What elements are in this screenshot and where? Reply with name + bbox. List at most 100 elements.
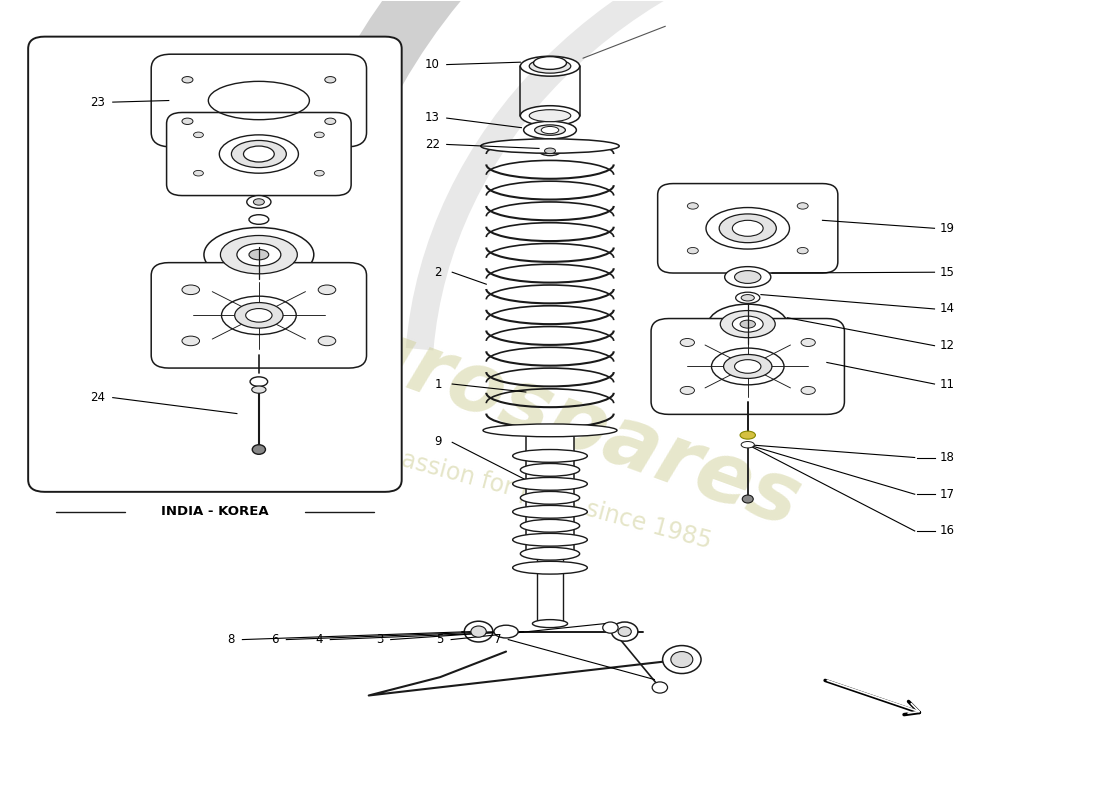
Text: 15: 15 <box>940 266 955 278</box>
Ellipse shape <box>182 77 192 83</box>
Ellipse shape <box>524 122 576 139</box>
Ellipse shape <box>532 620 568 628</box>
Ellipse shape <box>513 506 587 518</box>
Ellipse shape <box>520 547 580 560</box>
Text: 11: 11 <box>940 378 955 390</box>
Ellipse shape <box>471 626 486 637</box>
FancyBboxPatch shape <box>658 183 838 273</box>
Ellipse shape <box>612 622 638 641</box>
Ellipse shape <box>513 562 587 574</box>
Ellipse shape <box>245 309 272 322</box>
Text: 7: 7 <box>494 633 501 646</box>
Ellipse shape <box>318 336 336 346</box>
Ellipse shape <box>724 354 772 378</box>
Ellipse shape <box>182 336 199 346</box>
Ellipse shape <box>735 360 761 374</box>
Ellipse shape <box>740 431 756 439</box>
Ellipse shape <box>231 141 286 168</box>
Text: 2: 2 <box>434 266 442 278</box>
Ellipse shape <box>513 478 587 490</box>
Text: 23: 23 <box>90 96 104 109</box>
Ellipse shape <box>234 302 283 328</box>
Ellipse shape <box>520 519 580 532</box>
Ellipse shape <box>253 198 264 205</box>
Ellipse shape <box>520 106 580 126</box>
Ellipse shape <box>688 247 698 254</box>
Text: 10: 10 <box>425 58 440 71</box>
Ellipse shape <box>736 292 760 303</box>
Ellipse shape <box>243 146 274 162</box>
Ellipse shape <box>735 270 761 283</box>
Ellipse shape <box>520 491 580 504</box>
Ellipse shape <box>182 118 192 125</box>
Ellipse shape <box>740 320 756 328</box>
Ellipse shape <box>671 651 693 667</box>
Ellipse shape <box>481 139 619 154</box>
Ellipse shape <box>529 110 571 122</box>
Ellipse shape <box>733 316 763 332</box>
FancyBboxPatch shape <box>29 37 402 492</box>
Ellipse shape <box>712 348 784 385</box>
Ellipse shape <box>733 220 763 236</box>
Ellipse shape <box>324 118 336 125</box>
FancyBboxPatch shape <box>151 54 366 147</box>
Ellipse shape <box>220 235 297 274</box>
FancyBboxPatch shape <box>166 113 351 195</box>
Ellipse shape <box>801 338 815 346</box>
Ellipse shape <box>706 207 790 249</box>
Text: 5: 5 <box>437 633 443 646</box>
Ellipse shape <box>194 132 204 138</box>
Ellipse shape <box>221 296 296 334</box>
Ellipse shape <box>680 338 694 346</box>
Ellipse shape <box>315 170 324 176</box>
FancyBboxPatch shape <box>651 318 845 414</box>
Ellipse shape <box>541 126 559 134</box>
Ellipse shape <box>662 646 701 674</box>
Ellipse shape <box>194 170 204 176</box>
Ellipse shape <box>535 125 565 135</box>
Text: 4: 4 <box>316 633 323 646</box>
Text: 18: 18 <box>940 451 955 464</box>
Text: 14: 14 <box>940 302 955 315</box>
Ellipse shape <box>544 148 556 154</box>
Text: 6: 6 <box>272 633 279 646</box>
Ellipse shape <box>603 622 618 633</box>
Text: 13: 13 <box>425 110 440 124</box>
Ellipse shape <box>464 622 493 642</box>
Ellipse shape <box>798 247 808 254</box>
Ellipse shape <box>534 57 566 70</box>
Ellipse shape <box>520 463 580 476</box>
Ellipse shape <box>742 495 754 503</box>
Ellipse shape <box>720 310 775 338</box>
Ellipse shape <box>719 214 777 242</box>
Ellipse shape <box>513 450 587 462</box>
Bar <box>526 426 574 552</box>
Ellipse shape <box>618 627 631 636</box>
Ellipse shape <box>324 77 336 83</box>
Ellipse shape <box>688 202 698 209</box>
Ellipse shape <box>494 626 518 638</box>
Ellipse shape <box>249 250 268 260</box>
Text: eurospares: eurospares <box>288 288 812 544</box>
Text: 24: 24 <box>90 391 104 404</box>
Ellipse shape <box>236 243 280 266</box>
Ellipse shape <box>246 195 271 208</box>
Ellipse shape <box>483 424 617 437</box>
Ellipse shape <box>798 202 808 209</box>
Text: 16: 16 <box>940 525 955 538</box>
Ellipse shape <box>801 386 815 394</box>
Text: a passion for parts since 1985: a passion for parts since 1985 <box>363 438 715 554</box>
Ellipse shape <box>520 56 580 76</box>
Ellipse shape <box>219 135 298 173</box>
Ellipse shape <box>708 304 788 344</box>
Text: 19: 19 <box>940 222 955 234</box>
Ellipse shape <box>539 146 561 156</box>
Ellipse shape <box>250 377 267 386</box>
Ellipse shape <box>513 534 587 546</box>
Ellipse shape <box>252 445 265 454</box>
Ellipse shape <box>725 266 771 287</box>
Ellipse shape <box>318 285 336 294</box>
Ellipse shape <box>741 294 755 301</box>
Text: INDIA - KOREA: INDIA - KOREA <box>161 506 268 518</box>
Ellipse shape <box>182 285 199 294</box>
